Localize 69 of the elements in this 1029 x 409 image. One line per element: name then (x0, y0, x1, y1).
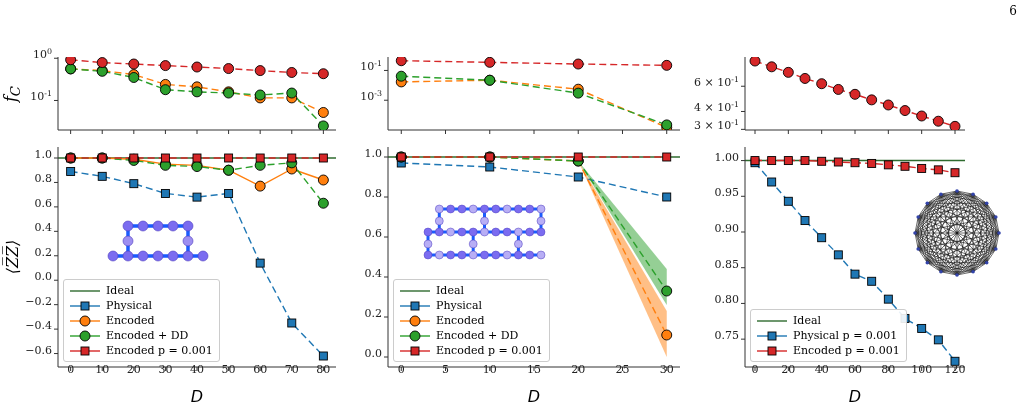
y-axis-title: ⟨Z̅Z̅⟩ (2, 239, 22, 275)
y-tick-label: −0.6 (25, 343, 52, 357)
y-tick-label: 0.80 (714, 293, 739, 307)
legend-label: Ideal (106, 284, 134, 297)
y-tick-label: 0.8 (364, 187, 382, 200)
y-tick-label: 0.95 (714, 186, 739, 200)
x-tick-label: 20 (126, 363, 141, 376)
y-tick-label: 10$^{-1}$ (360, 59, 382, 74)
legend-label: Encoded (106, 314, 155, 327)
legend-label: Encoded (436, 314, 485, 327)
x-tick-label: 15 (527, 363, 541, 376)
y-tick-label: 0.0 (34, 270, 52, 284)
x-tick-label: 25 (615, 363, 630, 376)
legend-label: Encoded p = 0.001 (436, 344, 543, 357)
x-tick-label: 50 (221, 363, 236, 376)
y-tick-label: 3 × 10$^{-1}$ (694, 117, 739, 133)
x-tick-label: 60 (848, 363, 862, 376)
y-tick-label: 0.90 (714, 222, 739, 235)
x-tick-label: 120 (944, 363, 966, 376)
y-tick-label: 4 × 10$^{-1}$ (694, 100, 739, 115)
y-tick-label: 0.4 (34, 221, 52, 235)
x-axis-title: D (527, 387, 541, 406)
y-tick-label: 0.75 (714, 329, 739, 343)
y-tick-label: 0.6 (34, 196, 52, 210)
x-tick-label: 0 (751, 363, 759, 376)
y-tick-label: 10$^{-3}$ (360, 88, 382, 104)
x-tick-label: 30 (158, 363, 173, 376)
x-tick-label: 80 (316, 363, 331, 376)
y-tick-label: 10$^{0}$ (32, 46, 52, 62)
x-axis-title: D (848, 387, 862, 406)
x-tick-label: 10 (482, 363, 497, 376)
x-axis-title: D (190, 387, 204, 406)
x-tick-label: 5 (442, 363, 450, 376)
x-tick-label: 0 (397, 363, 405, 376)
x-tick-label: 30 (659, 363, 674, 376)
y-tick-label: 0.6 (364, 227, 382, 240)
legend-label: Encoded p = 0.001 (106, 344, 213, 357)
y-tick-label: 1.0 (34, 148, 52, 161)
x-tick-label: 70 (284, 363, 299, 376)
x-tick-label: 20 (571, 363, 586, 376)
x-tick-label: 20 (781, 363, 796, 376)
x-tick-label: 0 (67, 363, 75, 376)
legend-label: Encoded p = 0.001 (793, 344, 900, 357)
x-tick-label: 100 (911, 363, 933, 376)
legend-label: Physical (106, 299, 153, 312)
legend-label: Ideal (436, 284, 464, 297)
x-tick-label: 40 (190, 363, 204, 376)
text: 6 (1009, 4, 1017, 18)
x-tick-label: 40 (814, 363, 829, 376)
y-tick-label: 6 × 10$^{-1}$ (694, 74, 739, 90)
legend-label: Encoded + DD (436, 329, 519, 342)
y-tick-label: 1.0 (364, 147, 382, 160)
y-tick-label: 1.00 (714, 150, 739, 164)
y-tick-label: 10$^{-1}$ (30, 89, 52, 104)
y-tick-label: 0.2 (364, 307, 382, 320)
y-tick-label: 0.0 (364, 347, 382, 360)
x-tick-label: 80 (881, 363, 896, 376)
legend-label: Encoded + DD (106, 329, 189, 342)
legend-label: Physical p = 0.001 (793, 329, 898, 342)
x-tick-label: 60 (253, 363, 268, 376)
x-tick-label: 10 (95, 363, 110, 376)
y-tick-label: −0.4 (25, 319, 52, 333)
legend-label: Physical (436, 299, 483, 312)
y-tick-label: 0.2 (34, 245, 52, 259)
y-tick-label: 0.4 (364, 267, 382, 280)
y-tick-label: 0.85 (714, 257, 739, 271)
y-tick-label: 0.8 (34, 172, 52, 186)
y-tick-label: −0.2 (25, 294, 52, 308)
legend-label: Ideal (793, 314, 821, 327)
